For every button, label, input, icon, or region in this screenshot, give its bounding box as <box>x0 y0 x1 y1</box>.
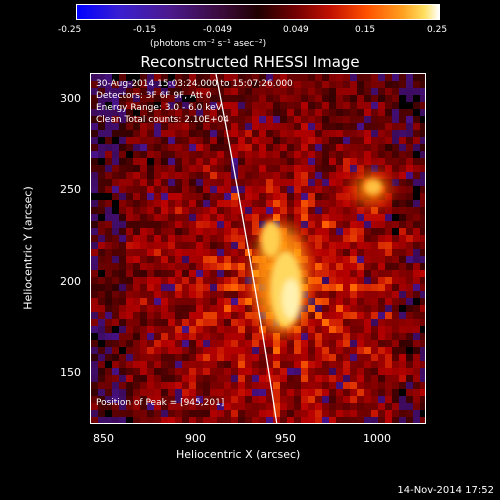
colorbar <box>76 4 440 20</box>
x-tick-label: 950 <box>275 432 296 445</box>
plot-title: Reconstructed RHESSI Image <box>140 53 360 71</box>
annotation-peak-position: Position of Peak = [945,201] <box>96 398 225 408</box>
x-tick-label: 900 <box>185 432 206 445</box>
annotation-energy-range: Energy Range: 3.0 - 6.0 keV <box>96 103 222 113</box>
y-tick-label: 250 <box>60 183 81 196</box>
colorbar-unit-label: (photons cm⁻² s⁻¹ asec⁻²) <box>150 39 267 49</box>
colorbar-tick: 0.25 <box>427 25 448 35</box>
annotation-detectors: Detectors: 3F 6F 9F, Att 0 <box>96 91 212 101</box>
x-tick-label: 850 <box>93 432 114 445</box>
footer-date: 14-Nov-2014 17:52 <box>397 485 494 496</box>
colorbar-tick: -0.25 <box>58 25 82 35</box>
rhessi-image <box>90 73 426 424</box>
y-axis-label: Heliocentric Y (arcsec) <box>21 186 35 310</box>
y-tick-label: 200 <box>60 275 81 288</box>
colorbar-tick: -0.049 <box>203 25 233 35</box>
annotation-time-range: 30-Aug-2014 15:03:24.000 to 15:07:26.000 <box>96 79 293 89</box>
x-axis-label: Heliocentric X (arcsec) <box>176 448 301 461</box>
colorbar-tick: 0.15 <box>355 25 376 35</box>
solar-limb-line <box>215 74 278 423</box>
y-tick-label: 300 <box>60 92 81 105</box>
x-tick-label: 1000 <box>363 432 391 445</box>
annotation-clean-counts: Clean Total counts: 2.10E+04 <box>96 115 229 125</box>
colorbar-tick: 0.049 <box>283 25 309 35</box>
y-tick-label: 150 <box>60 366 81 379</box>
colorbar-tick: -0.15 <box>133 25 157 35</box>
rhessi-image-svg <box>91 74 425 423</box>
